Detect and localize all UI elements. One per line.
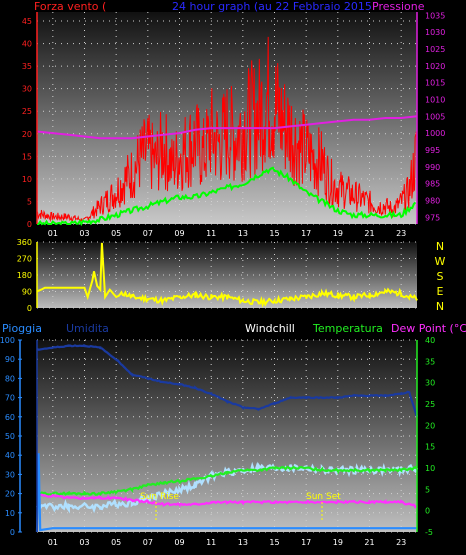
y-left-tick: 0 [27,220,32,229]
y-left-tick: 90 [5,355,15,364]
pioggia-label: Pioggia [2,322,42,335]
series-windchill [36,461,419,514]
x-tick: 05 [111,538,121,547]
y-right-tick: 1035 [425,11,445,20]
x-tick: 01 [48,538,58,547]
y-right-tick: 980 [425,196,440,205]
y-right-tick: 1010 [425,95,445,104]
y-left-tick: 15 [22,152,32,161]
x-tick: 23 [396,229,406,238]
x-tick: 13 [238,538,248,547]
y-right-tick: 1025 [425,45,445,54]
umidita-label: Umidita [66,322,109,335]
compass-letter: N [436,240,444,253]
x-tick: 09 [174,229,184,238]
sunrise-label: Sun Rise [140,492,179,502]
y-left-tick: 5 [27,197,32,206]
y-left-tick: 0 [10,528,15,537]
y-left-tick: 45 [22,17,32,26]
y-tick: 360 [17,238,32,247]
series-pioggia [35,453,417,533]
y-right-tick: 985 [425,180,440,189]
x-tick: 15 [269,538,279,547]
x-tick: 21 [364,538,374,547]
x-tick: 17 [301,538,311,547]
temperatura-label: Temperatura [312,322,383,335]
y-left-tick: 35 [22,62,32,71]
y-right-tick: 10 [425,464,435,473]
series-wind-gust [36,36,418,223]
x-tick: 15 [269,229,279,238]
x-tick: 19 [333,538,343,547]
y-left-tick: 10 [5,509,15,518]
x-tick: 21 [364,229,374,238]
y-left-tick: 20 [5,490,15,499]
compass-letter: W [435,255,446,268]
y-left-tick: 30 [5,470,15,479]
x-tick: 13 [238,229,248,238]
y-left-tick: 70 [5,394,15,403]
x-tick: 03 [79,538,89,547]
y-right-tick: 990 [425,163,440,172]
y-left-tick: 100 [0,336,15,345]
y-right-tick: 975 [425,213,440,222]
y-right-tick: 995 [425,146,440,155]
compass-letter: S [437,270,444,283]
y-right-tick: 20 [425,421,435,430]
x-tick: 23 [396,538,406,547]
x-tick: 03 [79,229,89,238]
y-right-tick: 1000 [425,129,445,138]
compass-letter: N [436,300,444,313]
y-tick: 180 [17,271,32,280]
y-left-tick: 40 [22,40,32,49]
series-pressure [36,115,418,140]
y-left-tick: 80 [5,374,15,383]
y-right-tick: 1015 [425,79,445,88]
y-left-tick: 20 [22,130,32,139]
series-dewpoint [36,493,418,509]
x-tick: 19 [333,229,343,238]
x-tick: 11 [206,229,216,238]
y-left-tick: 10 [22,175,32,184]
y-tick: 270 [17,255,32,264]
y-left-tick: 40 [5,451,15,460]
y-right-tick: 40 [425,336,435,345]
y-right-tick: 15 [425,443,435,452]
x-tick: 17 [301,229,311,238]
left-label: Forza vento ( [34,0,106,13]
series-temperatura [36,465,418,498]
y-tick: 0 [27,304,32,313]
x-tick: 07 [143,229,153,238]
x-tick: 09 [174,538,184,547]
y-right-tick: 1020 [425,62,445,71]
series-wind-direction [36,242,418,308]
compass-letter: E [437,285,444,298]
right-label: Pressione [372,0,425,13]
chart-title: 24 hour graph (au 22 Febbraio 2015 [172,0,372,13]
y-left-tick: 50 [5,432,15,441]
series-umidita [36,343,419,417]
y-right-tick: 30 [425,379,435,388]
y-right-tick: 35 [425,357,435,366]
y-left-tick: 30 [22,85,32,94]
y-right-tick: 1030 [425,28,445,37]
x-tick: 11 [206,538,216,547]
dewpoint-label: Dew Point (°C) [391,322,466,335]
x-tick: 07 [143,538,153,547]
y-right-tick: -5 [425,528,433,537]
y-right-tick: 25 [425,400,435,409]
sunset-label: Sun Set [306,492,341,502]
y-left-tick: 25 [22,107,32,116]
y-left-tick: 60 [5,413,15,422]
y-right-tick: 1005 [425,112,445,121]
y-right-tick: 5 [425,485,430,494]
x-tick: 05 [111,229,121,238]
windchill-label: Windchill [245,322,295,335]
series-wind-avg [37,166,417,227]
x-tick: 01 [48,229,58,238]
y-right-tick: 0 [425,507,430,516]
y-tick: 90 [22,288,32,297]
